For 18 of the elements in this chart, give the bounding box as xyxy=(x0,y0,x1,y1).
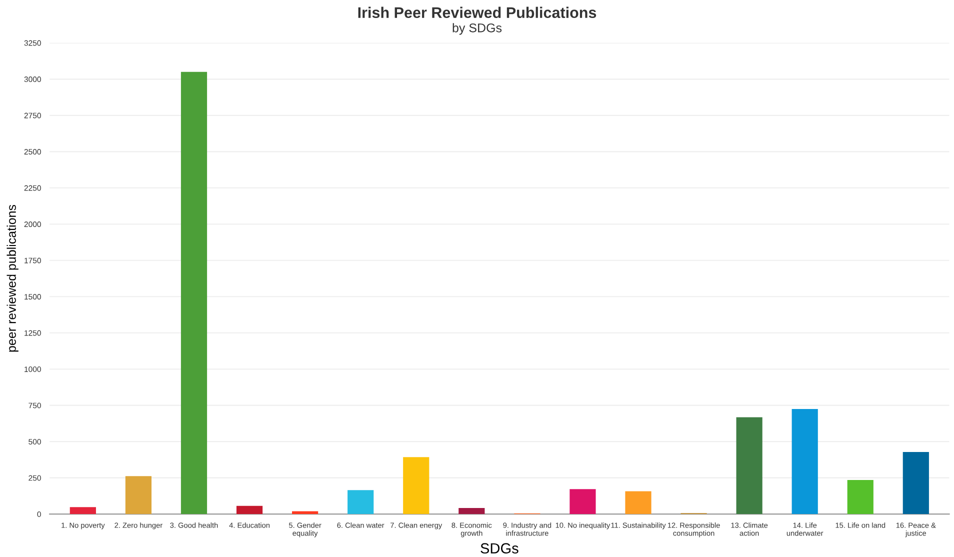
chart-title: Irish Peer Reviewed Publications xyxy=(358,6,596,18)
bar xyxy=(902,452,929,514)
bar xyxy=(625,491,652,514)
bar xyxy=(403,457,430,514)
bar xyxy=(847,480,874,514)
y-axis-title: peer reviewed publications xyxy=(6,204,18,352)
chart-subtitle: by SDGs xyxy=(452,23,502,35)
x-axis-title: SDGs xyxy=(480,543,518,554)
bar xyxy=(348,490,374,514)
bar xyxy=(180,72,208,514)
bar xyxy=(458,508,485,514)
bar xyxy=(236,506,263,514)
bar xyxy=(736,417,762,514)
bar xyxy=(125,476,152,514)
bar xyxy=(570,489,596,514)
bar xyxy=(292,511,318,514)
bar xyxy=(792,408,818,514)
bar xyxy=(70,507,96,514)
